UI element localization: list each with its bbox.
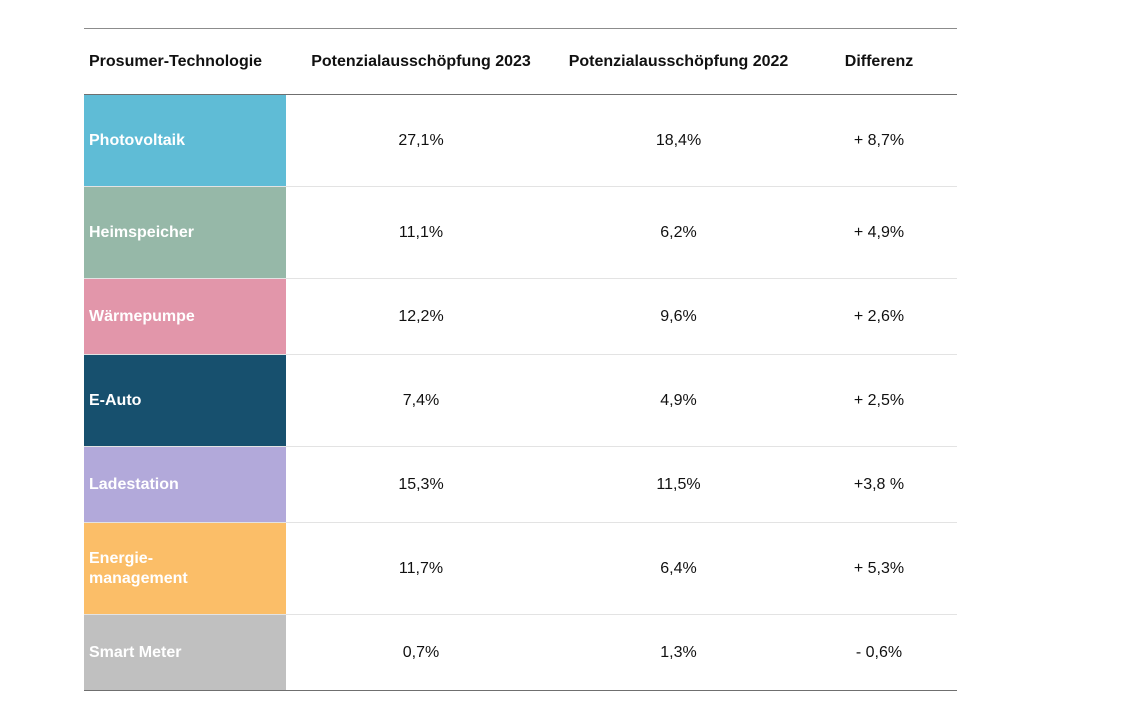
value-2023: 11,1% [398, 223, 444, 241]
tech-cell-photovoltaik: Photovoltaik [84, 95, 286, 186]
top-rule [84, 28, 957, 29]
value-2022: 11,5% [656, 475, 701, 493]
tech-cell-energiemanagement: Energie- management [84, 523, 286, 614]
value-2023: 11,7% [398, 559, 444, 577]
value-2022: 18,4% [655, 131, 702, 149]
value-difference: + 4,9% [853, 223, 905, 241]
header-technology: Prosumer-Technologie [89, 52, 263, 70]
value-2023: 27,1% [398, 131, 444, 149]
value-difference: + 8,7% [853, 131, 905, 149]
tech-cell-smart-meter: Smart Meter [84, 615, 286, 690]
value-2023: 15,3% [398, 475, 444, 493]
tech-cell-waermepumpe: Wärmepumpe [84, 279, 286, 354]
prosumer-table: Prosumer-Technologie Potenzialausschöpfu… [84, 28, 957, 691]
value-2022: 1,3% [660, 643, 697, 661]
value-2022: 6,4% [660, 559, 697, 577]
table-row: Energie- management 11,7% 6,4% + 5,3% [84, 523, 957, 615]
header-2023: Potenzialausschöpfung 2023 [311, 52, 531, 70]
header-2022: Potenzialausschöpfung 2022 [568, 52, 789, 70]
value-difference: + 5,3% [853, 559, 905, 577]
tech-cell-ladestation: Ladestation [84, 447, 286, 522]
value-difference: + 2,6% [853, 307, 905, 325]
tech-cell-heimspeicher: Heimspeicher [84, 187, 286, 278]
value-difference: + 2,5% [853, 391, 905, 409]
value-2023: 7,4% [402, 391, 440, 409]
table-header: Prosumer-Technologie Potenzialausschöpfu… [84, 29, 957, 95]
value-2022: 6,2% [660, 223, 697, 241]
value-difference: - 0,6% [855, 643, 903, 661]
value-difference: +3,8 % [853, 475, 905, 493]
value-2022: 4,9% [660, 391, 697, 409]
value-2023: 12,2% [398, 307, 444, 325]
header-difference: Differenz [844, 52, 914, 70]
table-row: Wärmepumpe 12,2% 9,6% + 2,6% [84, 279, 957, 355]
table-row: Heimspeicher 11,1% 6,2% + 4,9% [84, 187, 957, 279]
table-row: Photovoltaik 27,1% 18,4% + 8,7% [84, 95, 957, 187]
tech-cell-e-auto: E-Auto [84, 355, 286, 446]
table-row: Ladestation 15,3% 11,5% +3,8 % [84, 447, 957, 523]
value-2022: 9,6% [660, 307, 697, 325]
table-row: Smart Meter 0,7% 1,3% - 0,6% [84, 615, 957, 691]
table-row: E-Auto 7,4% 4,9% + 2,5% [84, 355, 957, 447]
value-2023: 0,7% [402, 643, 440, 661]
